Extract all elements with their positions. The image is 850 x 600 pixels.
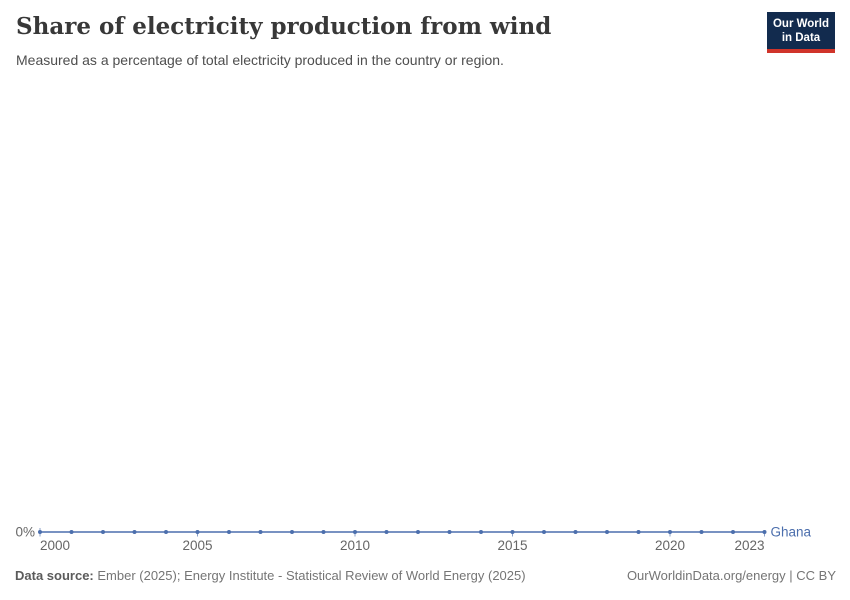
page-title: Share of electricity production from win… [16,13,552,40]
entity-label[interactable]: Ghana [771,525,812,540]
data-point[interactable] [384,530,389,534]
data-point[interactable] [321,530,326,534]
data-point[interactable] [605,530,609,534]
data-source-line: Data source: Ember (2025); Energy Instit… [15,568,526,583]
y-tick-label: 0% [15,525,35,540]
data-point[interactable] [258,530,263,534]
data-source-text: Ember (2025); Energy Institute - Statist… [93,568,526,583]
x-tick-label: 2023 [734,538,764,553]
data-point[interactable] [636,530,641,534]
owid-logo[interactable]: Our World in Data [767,12,835,53]
data-point[interactable] [69,530,74,534]
data-point[interactable] [195,530,200,534]
data-point[interactable] [447,530,452,534]
data-point[interactable] [38,530,42,534]
data-point[interactable] [132,530,137,534]
x-tick-label: 2020 [655,538,685,553]
data-point[interactable] [416,530,420,534]
data-point[interactable] [542,530,546,534]
data-point[interactable] [227,530,231,534]
logo-accent-bar [767,49,835,53]
data-point[interactable] [668,530,672,534]
data-point[interactable] [731,530,735,534]
data-point[interactable] [510,530,515,534]
owid-logo-line2: in Data [781,32,821,44]
chart-footer: Data source: Ember (2025); Energy Instit… [15,568,836,583]
owid-cc-link[interactable]: OurWorldinData.org/energy | CC BY [626,568,836,583]
chart-subtitle: Measured as a percentage of total electr… [16,52,504,68]
data-point[interactable] [699,530,704,534]
data-point[interactable] [101,530,105,534]
chart-canvas[interactable]: 2000 2005 2010 2015 2020 2023 0% Ghana [0,80,850,560]
data-point[interactable] [479,530,483,534]
data-point[interactable] [290,530,294,534]
x-tick-label: 2000 [40,538,70,553]
x-tick-label: 2015 [497,538,527,553]
data-point[interactable] [573,530,578,534]
owid-logo-line1: Our World [772,18,829,30]
data-point[interactable] [762,530,767,534]
data-source-label: Data source: [15,568,94,583]
x-tick-label: 2010 [340,538,370,553]
data-point[interactable] [164,530,168,534]
x-tick-label: 2005 [182,538,212,553]
data-point[interactable] [353,530,357,534]
